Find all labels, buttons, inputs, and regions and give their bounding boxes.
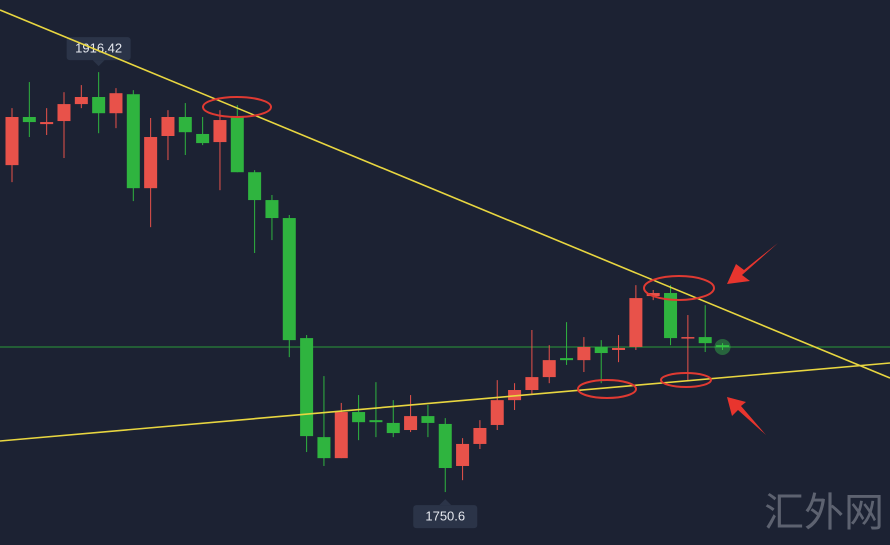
candle-body — [629, 298, 643, 347]
candle-body — [5, 117, 19, 166]
candle-body — [22, 117, 36, 123]
candle-body — [664, 293, 678, 339]
candle-body — [40, 122, 54, 125]
candle-body — [369, 420, 383, 423]
candle-body — [473, 427, 487, 444]
price-label-pointer — [439, 499, 452, 506]
highlight-ellipses — [202, 96, 715, 399]
candle-body — [594, 346, 608, 354]
candle-body — [612, 347, 626, 350]
candle-body — [282, 218, 296, 341]
candle-body — [161, 117, 175, 136]
candle-body — [681, 337, 695, 339]
candle-body — [230, 117, 244, 173]
candle-body — [126, 94, 140, 189]
ellipse — [202, 96, 272, 118]
candle-body — [74, 96, 88, 105]
candle-body — [560, 358, 574, 361]
arrow — [727, 243, 778, 284]
watermark: 汇外网 — [764, 490, 884, 536]
candle-body — [421, 416, 435, 423]
ellipse — [660, 372, 712, 388]
candle-body — [646, 293, 660, 297]
candle-body — [196, 133, 210, 144]
candle-body — [456, 443, 470, 466]
price-label: 1750.6 — [425, 509, 465, 524]
candle-body — [386, 422, 400, 434]
candle-body — [490, 400, 504, 425]
candle-body — [508, 390, 522, 401]
candle-body — [716, 345, 730, 347]
last-price-glow — [714, 338, 731, 355]
candle-body — [144, 137, 158, 189]
candle-body — [334, 412, 348, 459]
trend-line-upper — [0, 9, 890, 379]
candle-body — [352, 412, 366, 423]
price-label-box — [66, 37, 131, 61]
arrow — [727, 397, 766, 435]
candle-body — [92, 96, 106, 114]
candle-body — [317, 437, 331, 459]
candle-body — [265, 200, 279, 219]
candle-body — [57, 104, 71, 122]
candle-body — [213, 120, 227, 143]
candle-body — [542, 360, 556, 378]
ellipse — [577, 379, 637, 399]
candle-body — [109, 93, 123, 114]
price-label-pointer — [92, 60, 105, 67]
candle-body — [178, 117, 192, 133]
candle-body — [525, 377, 539, 391]
candle-body — [404, 416, 418, 431]
candle-body — [300, 338, 314, 437]
trend-line-lower — [0, 362, 890, 442]
candle-body — [698, 337, 712, 344]
candle-body — [248, 172, 262, 201]
candle-body — [577, 346, 591, 361]
price-label: 1916.42 — [75, 41, 122, 56]
candle-body — [438, 423, 452, 469]
price-label-box — [413, 505, 478, 529]
candles: 1916.42 1750.6 — [0, 37, 890, 529]
ellipse — [643, 275, 715, 301]
